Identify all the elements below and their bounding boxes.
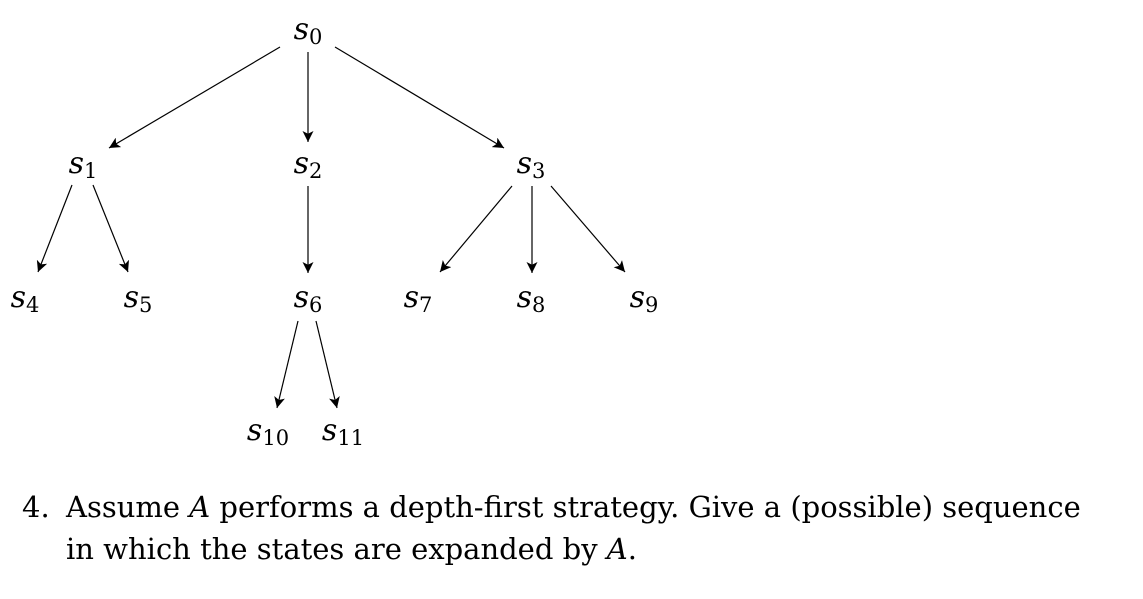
edge-s3-to-s9: [550, 185, 626, 273]
node-label-base: s: [294, 12, 309, 47]
agent-variable: A: [189, 490, 211, 524]
node-label-subscript: 10: [262, 426, 289, 450]
node-label-base: s: [294, 146, 309, 181]
node-s11: s11: [322, 413, 364, 450]
node-label-base: s: [124, 280, 139, 315]
edge-s0-to-s3: [334, 46, 505, 149]
node-label-subscript: 11: [337, 426, 364, 450]
node-label-base: s: [404, 280, 419, 315]
edge-s1-to-s4: [36, 184, 73, 273]
edge-s3-to-s7: [439, 185, 513, 273]
node-s4: s4: [11, 280, 40, 317]
question-text-part: Assume: [66, 490, 190, 524]
node-label-base: s: [517, 146, 532, 181]
node-s9: s9: [630, 280, 659, 317]
node-s5: s5: [124, 280, 153, 317]
node-label-base: s: [517, 280, 532, 315]
agent-variable: A: [606, 532, 628, 566]
node-s1: s1: [69, 146, 98, 183]
question-text-part: performs a depth-first strategy. Give a …: [210, 490, 1081, 524]
question-text-part: .: [627, 532, 637, 566]
tree-edges: [36, 46, 626, 409]
node-label-subscript: 2: [309, 159, 322, 183]
node-label-base: s: [11, 280, 26, 315]
question-line-1: 4. Assume A performs a depth-first strate…: [22, 486, 1132, 528]
node-label-base: s: [630, 280, 645, 315]
edge-s1-to-s5: [92, 184, 129, 273]
node-label-subscript: 5: [139, 293, 152, 317]
question-number: 4.: [22, 490, 50, 524]
node-label-subscript: 9: [645, 293, 658, 317]
node-label-base: s: [69, 146, 84, 181]
node-label-subscript: 6: [309, 293, 322, 317]
edge-s6-to-s10: [274, 320, 299, 409]
node-s8: s8: [517, 280, 546, 317]
node-label-subscript: 8: [532, 293, 545, 317]
question-line-2: in which the states are expanded by A.: [22, 528, 1132, 570]
question-4: 4. Assume A performs a depth-first strate…: [22, 486, 1132, 570]
node-label-subscript: 4: [26, 293, 39, 317]
node-label-base: s: [294, 280, 309, 315]
node-label-subscript: 7: [419, 293, 432, 317]
edge-s0-to-s1: [108, 46, 281, 149]
node-label-base: s: [322, 413, 337, 448]
node-s3: s3: [517, 146, 546, 183]
node-label-base: s: [247, 413, 262, 448]
node-label-subscript: 1: [84, 159, 97, 183]
edge-s6-to-s11: [315, 320, 340, 409]
node-s7: s7: [404, 280, 433, 317]
node-label-subscript: 0: [309, 25, 322, 49]
node-s6: s6: [294, 280, 323, 317]
question-text-part: in which the states are expanded by: [66, 532, 607, 566]
node-s10: s10: [247, 413, 289, 450]
node-label-subscript: 3: [532, 159, 545, 183]
node-s0: s0: [294, 12, 323, 49]
node-s2: s2: [294, 146, 323, 183]
